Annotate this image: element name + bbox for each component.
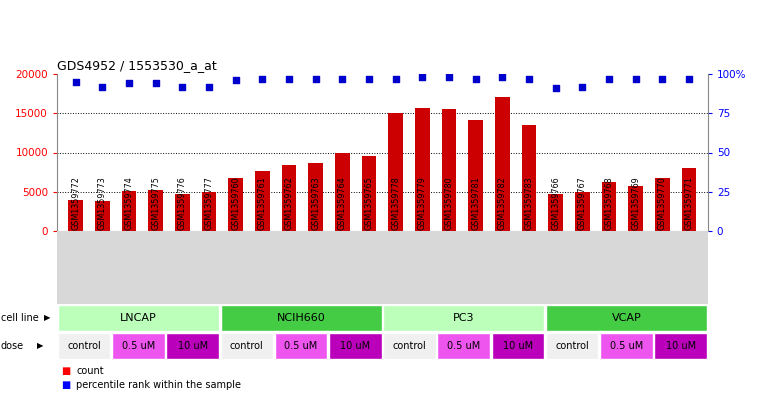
Point: [656, 75, 668, 82]
Bar: [495, 97, 510, 231]
Bar: [58, 333, 110, 358]
Point: [177, 83, 189, 90]
Point: [70, 79, 82, 85]
Text: control: control: [67, 341, 101, 351]
Bar: [221, 333, 273, 358]
Point: [576, 83, 588, 90]
Bar: [148, 190, 163, 231]
Bar: [282, 165, 296, 231]
Text: 0.5 uM: 0.5 uM: [447, 341, 480, 351]
Bar: [228, 178, 243, 231]
Text: ▶: ▶: [37, 342, 43, 351]
Text: 0.5 uM: 0.5 uM: [122, 341, 155, 351]
Point: [443, 74, 455, 80]
Point: [629, 75, 642, 82]
Bar: [655, 178, 670, 231]
Text: LNCAP: LNCAP: [120, 313, 157, 323]
Bar: [202, 192, 216, 231]
Bar: [335, 153, 350, 231]
Bar: [438, 333, 490, 358]
Point: [470, 75, 482, 82]
Point: [230, 77, 242, 83]
Bar: [654, 333, 707, 358]
Bar: [308, 163, 323, 231]
Bar: [221, 305, 381, 331]
Point: [523, 75, 535, 82]
Bar: [441, 108, 457, 231]
Bar: [415, 108, 430, 231]
Bar: [546, 333, 598, 358]
Bar: [329, 333, 381, 358]
Text: 10 uM: 10 uM: [503, 341, 533, 351]
Bar: [388, 113, 403, 231]
Bar: [602, 182, 616, 231]
Text: 10 uM: 10 uM: [177, 341, 208, 351]
Text: PC3: PC3: [453, 313, 475, 323]
Text: cell line: cell line: [1, 313, 39, 323]
Text: 0.5 uM: 0.5 uM: [610, 341, 643, 351]
Bar: [546, 305, 707, 331]
Bar: [492, 333, 544, 358]
Bar: [384, 305, 544, 331]
Text: control: control: [230, 341, 264, 351]
Point: [390, 75, 402, 82]
Text: 0.5 uM: 0.5 uM: [285, 341, 317, 351]
Text: control: control: [556, 341, 589, 351]
Text: percentile rank within the sample: percentile rank within the sample: [76, 380, 241, 389]
Point: [496, 74, 508, 80]
Point: [363, 75, 375, 82]
Point: [203, 83, 215, 90]
Text: 10 uM: 10 uM: [666, 341, 696, 351]
Point: [336, 75, 349, 82]
Bar: [549, 194, 563, 231]
Point: [549, 85, 562, 91]
Bar: [384, 333, 436, 358]
Point: [283, 75, 295, 82]
Bar: [522, 125, 537, 231]
Bar: [469, 119, 483, 231]
Bar: [682, 168, 696, 231]
Point: [416, 74, 428, 80]
Bar: [575, 192, 590, 231]
Text: GDS4952 / 1553530_a_at: GDS4952 / 1553530_a_at: [57, 59, 217, 72]
Point: [683, 75, 695, 82]
Bar: [275, 333, 327, 358]
Bar: [175, 194, 189, 231]
Text: count: count: [76, 366, 103, 376]
Bar: [112, 333, 164, 358]
Text: 10 uM: 10 uM: [340, 341, 371, 351]
Bar: [122, 191, 136, 231]
Text: dose: dose: [1, 341, 24, 351]
Point: [310, 75, 322, 82]
Text: ■: ■: [61, 380, 70, 389]
Point: [97, 83, 109, 90]
Point: [123, 80, 135, 86]
Text: NCIH660: NCIH660: [277, 313, 326, 323]
Bar: [58, 305, 219, 331]
Bar: [68, 200, 83, 231]
Bar: [167, 333, 219, 358]
Bar: [629, 186, 643, 231]
Bar: [600, 333, 653, 358]
Bar: [95, 201, 110, 231]
Text: VCAP: VCAP: [612, 313, 642, 323]
Text: control: control: [393, 341, 426, 351]
Point: [256, 75, 269, 82]
Text: ▶: ▶: [44, 314, 51, 323]
Bar: [255, 171, 269, 231]
Bar: [361, 156, 377, 231]
Text: ■: ■: [61, 366, 70, 376]
Point: [150, 80, 162, 86]
Point: [603, 75, 615, 82]
